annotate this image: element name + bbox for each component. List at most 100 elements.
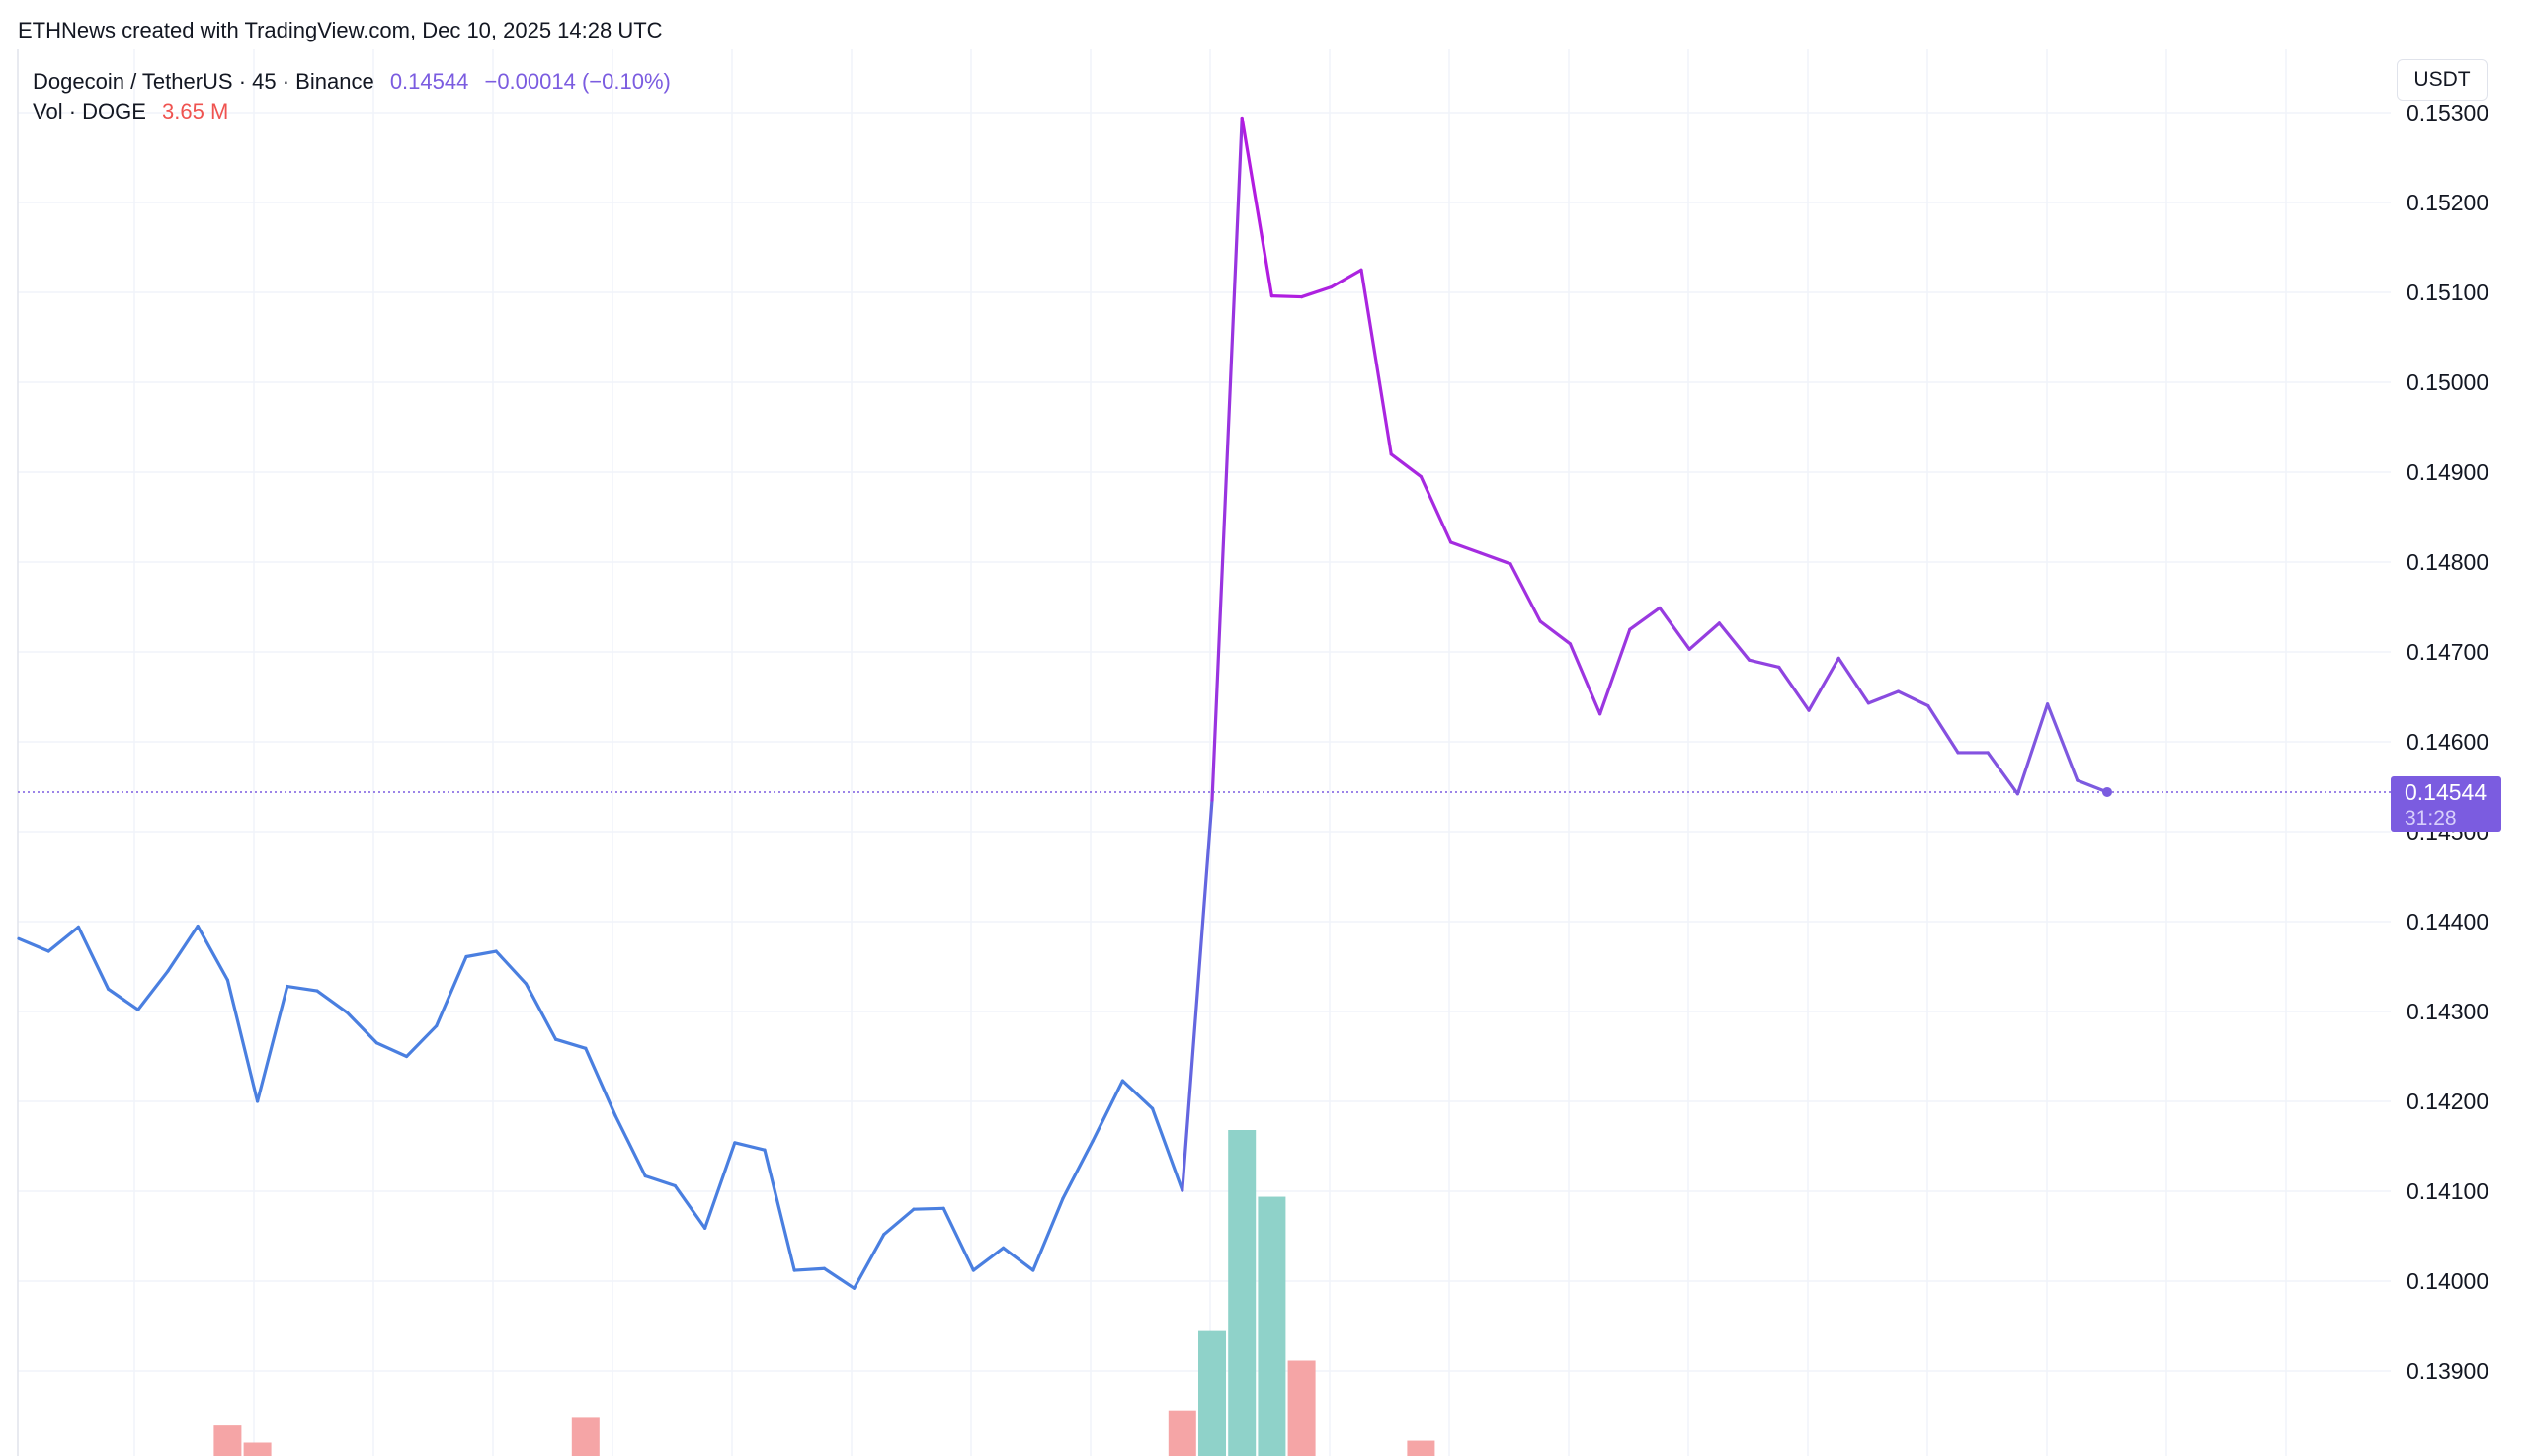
price-line-segment bbox=[1866, 689, 1901, 705]
price-line-segment bbox=[46, 925, 81, 953]
price-line-segment bbox=[1120, 1079, 1155, 1110]
symbol-label[interactable]: Dogecoin / TetherUS · 45 · Binance bbox=[33, 69, 374, 94]
price-line-segment bbox=[1658, 606, 1691, 651]
price-axis-tick-label: 0.14300 bbox=[2407, 999, 2488, 1024]
price-line-segment bbox=[256, 984, 289, 1103]
volume-bar bbox=[1198, 1330, 1226, 1456]
price-line-segment bbox=[1568, 642, 1602, 716]
price-line-segment bbox=[673, 1183, 707, 1230]
price-line-segment bbox=[1299, 284, 1334, 299]
volume-bars bbox=[213, 1130, 1435, 1456]
price-line-segment bbox=[1777, 665, 1811, 712]
price-line-segment bbox=[1896, 689, 1930, 708]
price-line-segment bbox=[1986, 751, 2020, 796]
price-line-segment bbox=[1181, 798, 1214, 1192]
volume-bar bbox=[243, 1442, 272, 1456]
price-line-segment bbox=[1091, 1079, 1125, 1143]
price-line-segment bbox=[464, 949, 498, 959]
price-line-segment bbox=[17, 936, 50, 953]
price-axis-tick-label: 0.14100 bbox=[2407, 1178, 2488, 1204]
price-axis-tick-label: 0.14200 bbox=[2407, 1089, 2488, 1114]
price-axis-tick-label: 0.15200 bbox=[2407, 190, 2488, 215]
price-line-segment bbox=[1061, 1139, 1095, 1200]
price-tag-value: 0.14544 bbox=[2405, 779, 2487, 805]
price-change: −0.00014 (−0.10%) bbox=[484, 69, 671, 94]
legend-symbol-row: Dogecoin / TetherUS · 45 · Binance 0.145… bbox=[33, 67, 681, 97]
price-line-segment bbox=[2015, 702, 2050, 796]
price-axis-tick-label: 0.14700 bbox=[2407, 639, 2488, 665]
price-line-segment bbox=[345, 1011, 378, 1045]
price-axis-tick-label: 0.14600 bbox=[2407, 729, 2488, 755]
volume-bar bbox=[1168, 1410, 1196, 1456]
price-line-segment bbox=[852, 1233, 886, 1290]
grid-lines bbox=[17, 49, 2391, 1456]
price-axis-tick-label: 0.14900 bbox=[2407, 459, 2488, 485]
price-line-segment bbox=[733, 1141, 767, 1152]
price-line-segment bbox=[1389, 452, 1424, 479]
price-line-segment bbox=[166, 924, 200, 973]
price-line-segment bbox=[1807, 656, 1840, 712]
price-line-segment bbox=[136, 969, 170, 1011]
price-axis[interactable]: 0.13900 0.14000 0.14100 0.14200 0.14300 0.144… bbox=[2407, 100, 2488, 1384]
price-line-segment bbox=[613, 1113, 647, 1178]
price-tag-background bbox=[2391, 775, 2501, 832]
price-line-segment bbox=[1001, 1246, 1035, 1272]
volume-bar bbox=[1407, 1440, 1435, 1456]
price-line-segment bbox=[1509, 562, 1542, 623]
chart-attribution: ETHNews created with TradingView.com, De… bbox=[18, 18, 663, 42]
legend-volume-row: Vol · DOGE 3.65 M bbox=[33, 97, 681, 126]
price-axis-tick-label: 0.14800 bbox=[2407, 549, 2488, 575]
price-line-segment bbox=[1330, 268, 1363, 289]
price-line-segment bbox=[1240, 116, 1274, 298]
volume-bar bbox=[1228, 1130, 1257, 1456]
volume-value: 3.65 M bbox=[162, 99, 229, 123]
price-line-segment bbox=[286, 984, 319, 993]
chart-legend: Dogecoin / TetherUS · 45 · Binance 0.145… bbox=[33, 67, 681, 126]
price-axis-tick-label: 0.15000 bbox=[2407, 369, 2488, 395]
price-line-segment bbox=[1747, 658, 1781, 670]
price-line-segment bbox=[2076, 778, 2109, 794]
price-tag-countdown: 31:28 bbox=[2405, 807, 2457, 830]
price-line-segment bbox=[553, 1037, 588, 1050]
price-line-segment bbox=[1687, 621, 1722, 651]
price-line-segment bbox=[1210, 116, 1244, 802]
price-line-segment bbox=[106, 987, 140, 1011]
price-line-segment bbox=[822, 1266, 857, 1290]
price-line-segment bbox=[912, 1206, 945, 1211]
price-line-segment bbox=[882, 1207, 916, 1237]
price-line-segment bbox=[1628, 606, 1662, 631]
volume-label[interactable]: Vol · DOGE bbox=[33, 99, 146, 123]
current-price-tag: 0.14544 31:28 bbox=[2391, 775, 2501, 832]
volume-bar bbox=[1258, 1196, 1286, 1456]
price-line-segment bbox=[1269, 294, 1304, 299]
price-line-segment bbox=[76, 925, 111, 991]
price-line-segment bbox=[225, 978, 260, 1103]
price-line-segment bbox=[971, 1246, 1006, 1272]
price-axis-tick-label: 0.15300 bbox=[2407, 100, 2488, 125]
price-axis-tick-label: 0.13900 bbox=[2407, 1358, 2488, 1384]
price-axis-tick-label: 0.15100 bbox=[2407, 280, 2488, 305]
price-line-segment bbox=[941, 1206, 976, 1272]
price-line-segment bbox=[405, 1023, 439, 1059]
volume-bar bbox=[1287, 1360, 1316, 1456]
price-line-segment bbox=[792, 1266, 827, 1272]
price-line-segment bbox=[1717, 621, 1752, 662]
currency-unit-button[interactable]: USDT bbox=[2397, 59, 2488, 101]
price-line-segment bbox=[643, 1173, 678, 1188]
price-line-segment bbox=[1448, 540, 1483, 555]
price-line-segment bbox=[702, 1141, 737, 1230]
price-line-segment bbox=[315, 989, 349, 1014]
last-price: 0.14544 bbox=[389, 69, 469, 94]
price-axis-tick-label: 0.14000 bbox=[2407, 1268, 2488, 1294]
price-line-segment bbox=[1150, 1106, 1184, 1192]
price-line-segment bbox=[1479, 551, 1512, 566]
price-line-segment bbox=[1538, 619, 1573, 646]
price-line bbox=[17, 116, 2109, 1290]
volume-bar bbox=[571, 1417, 600, 1456]
price-line-segment bbox=[524, 982, 558, 1041]
price-line-segment bbox=[196, 924, 229, 982]
volume-bar bbox=[213, 1425, 242, 1456]
price-line-segment bbox=[2046, 702, 2080, 782]
last-price-dot bbox=[2102, 786, 2112, 797]
